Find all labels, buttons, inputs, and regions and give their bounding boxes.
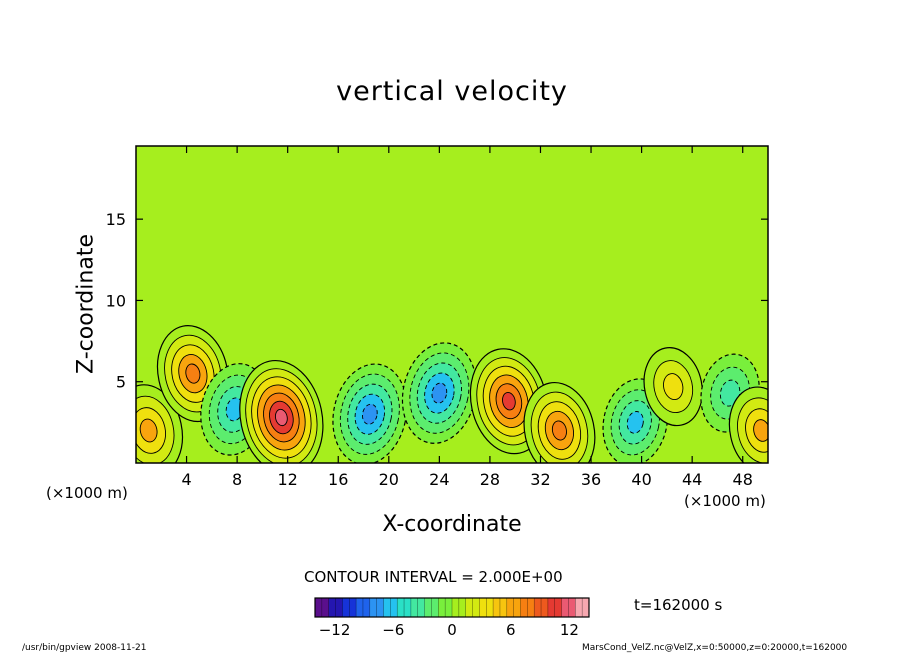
- footer-right: MarsCond_VelZ.nc@VelZ,x=0:50000,z=0:2000…: [582, 643, 848, 653]
- convection-cell: [401, 342, 477, 444]
- colorbar: −12 −6 0 6 12: [314, 597, 590, 639]
- x-tick-label: 40: [631, 470, 651, 489]
- plot-area: [136, 146, 768, 463]
- convection-cell: [136, 384, 184, 463]
- colorbar-tick-label: −12: [319, 621, 351, 639]
- contour-ring: [626, 411, 644, 434]
- contour-ring: [502, 392, 516, 411]
- x-tick-label: 24: [429, 470, 449, 489]
- colorbar-tick-label: −6: [382, 621, 404, 639]
- x-tick-label: 4: [181, 470, 191, 489]
- time-label: t=162000 s: [634, 596, 723, 614]
- x-tick-label: 20: [379, 470, 399, 489]
- contour-ring: [551, 420, 567, 441]
- x-tick-label: 28: [480, 470, 500, 489]
- chart-title: vertical velocity: [336, 76, 568, 107]
- contour-interval-text: CONTOUR INTERVAL = 2.000E+00: [304, 568, 563, 586]
- contour-ring: [274, 408, 288, 427]
- x-tick-label: 48: [733, 470, 753, 489]
- colorbar-tick-label: 0: [447, 621, 457, 639]
- convection-cell: [523, 381, 596, 463]
- plot-frame: [135, 145, 769, 464]
- x-tick-label: 44: [682, 470, 702, 489]
- colorbar-frame: [314, 597, 590, 618]
- contour-ring: [753, 419, 768, 442]
- contour-ring: [185, 363, 201, 384]
- convection-cell: [728, 386, 768, 463]
- x-ticks: 4 8 12 16 20 24 28 32 36 40 44 48: [181, 146, 753, 489]
- contour-ring: [362, 403, 378, 425]
- colorbar-tick-label: 6: [506, 621, 516, 639]
- contour-ring: [431, 382, 448, 404]
- y-tick-label: 10: [106, 291, 126, 310]
- x-axis-unit: (×1000 m): [684, 492, 766, 510]
- x-tick-label: 36: [581, 470, 601, 489]
- x-axis-label: X-coordinate: [382, 512, 522, 537]
- x-tick-label: 32: [530, 470, 550, 489]
- y-axis-unit: (×1000 m): [46, 484, 128, 502]
- x-tick-label: 8: [232, 470, 242, 489]
- x-tick-label: 16: [328, 470, 348, 489]
- convection-cell: [332, 363, 408, 463]
- y-tick-label: 15: [106, 210, 126, 229]
- y-ticks: 5 10 15: [106, 210, 768, 392]
- contour-ring: [139, 418, 158, 443]
- convection-cell: [239, 359, 324, 463]
- contour-ring: [663, 373, 684, 401]
- convection-cell: [156, 325, 229, 423]
- colorbar-tick-label: 12: [560, 621, 579, 639]
- footer-left: /usr/bin/gpview 2008-11-21: [22, 643, 147, 653]
- convection-cell: [643, 347, 703, 427]
- x-tick-label: 12: [278, 470, 298, 489]
- y-tick-label: 5: [116, 373, 126, 392]
